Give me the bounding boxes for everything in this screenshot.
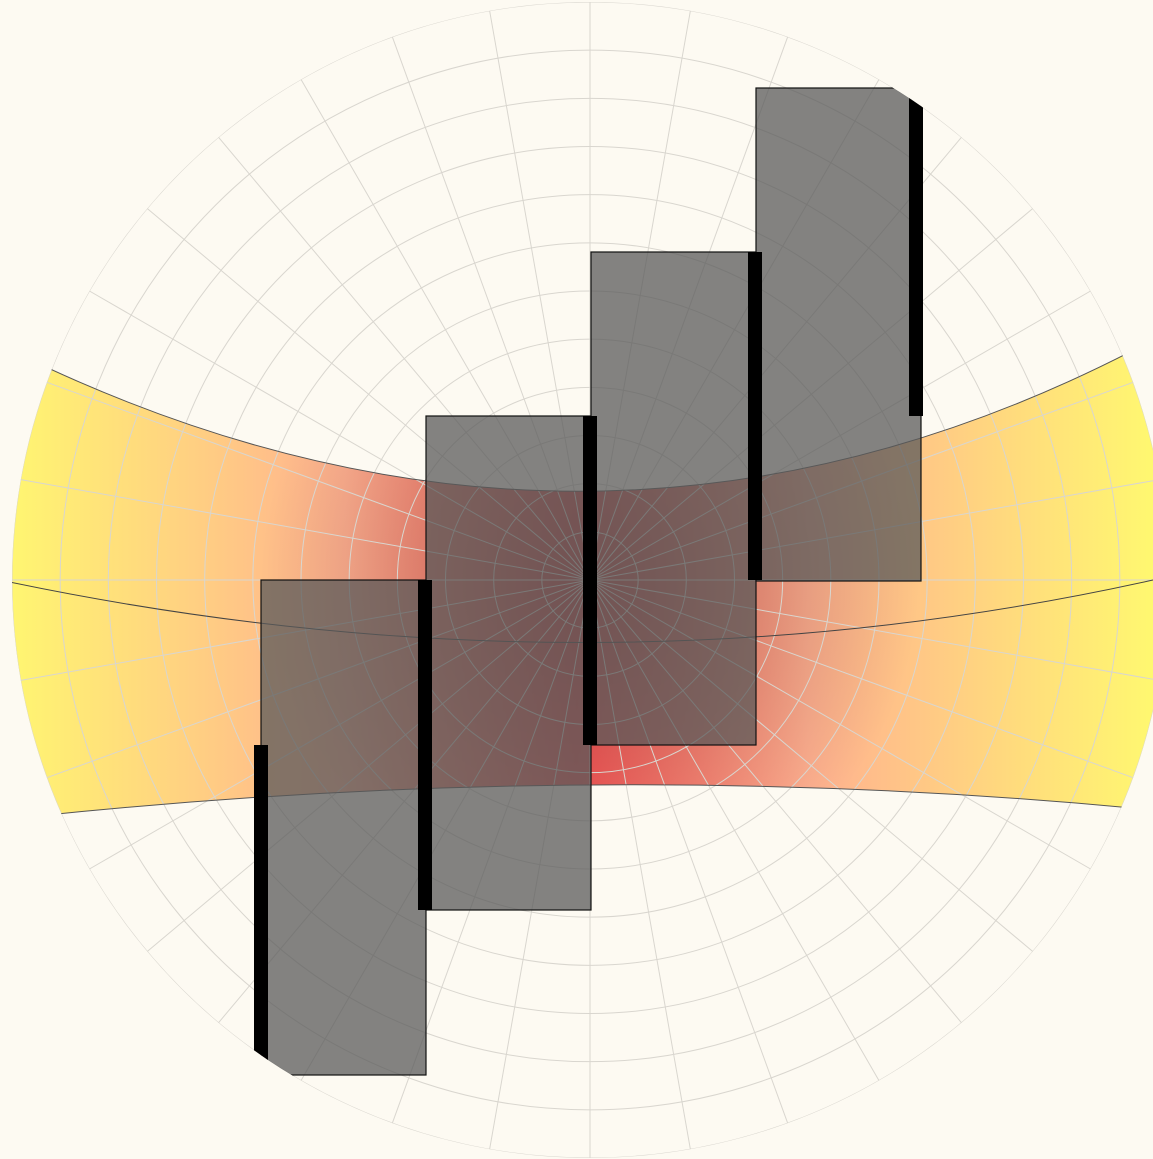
step-block-bar: [748, 252, 762, 580]
step-block-rect: [590, 251, 757, 746]
step-block-bar: [909, 88, 923, 416]
step-block-1: [254, 579, 427, 1076]
step-block-2: [418, 415, 592, 911]
step-block-bar: [254, 745, 268, 1075]
step-block-4: [748, 87, 922, 582]
step-block-rect: [425, 415, 592, 911]
step-blocks: [254, 87, 923, 1076]
step-block-bar: [583, 416, 597, 745]
step-block-rect: [755, 87, 922, 582]
step-block-5: [909, 88, 923, 416]
step-block-rect: [260, 579, 427, 1076]
step-block-bar: [418, 580, 432, 910]
step-block-3: [583, 251, 757, 746]
